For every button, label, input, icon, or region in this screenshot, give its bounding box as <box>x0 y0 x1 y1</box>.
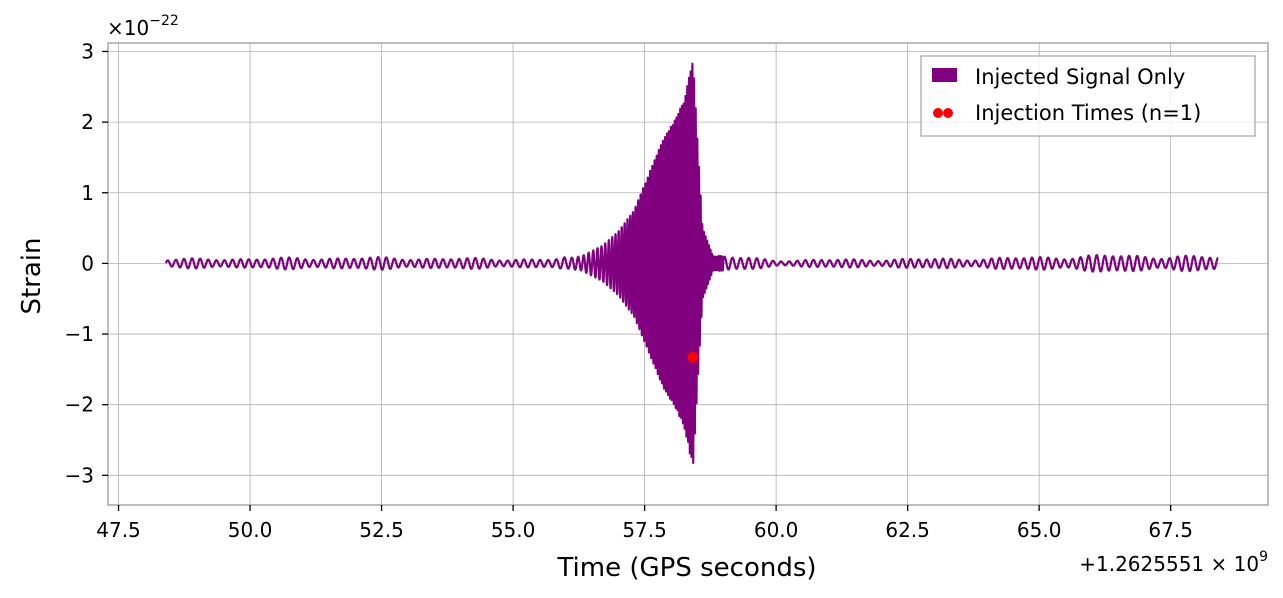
injection-time-point <box>687 351 699 363</box>
y-axis-ticks: 3 2 1 0 −1 −2 −3 <box>65 39 108 487</box>
x-tick-label: 50.0 <box>228 518 273 542</box>
legend-label-injected-signal: Injected Signal Only <box>975 65 1185 89</box>
y-tick-label: −3 <box>65 463 94 487</box>
legend-box <box>920 55 1256 137</box>
x-axis-title: Time (GPS seconds) <box>556 553 816 583</box>
y-tick-label: 3 <box>81 39 94 63</box>
legend-marker-injection-times-1 <box>933 108 943 118</box>
x-tick-label: 67.5 <box>1148 518 1193 542</box>
legend-label-injection-times: Injection Times (n=1) <box>975 101 1201 125</box>
legend: Injected Signal Only Injection Times (n=… <box>920 55 1256 137</box>
x-tick-label: 52.5 <box>359 518 404 542</box>
y-tick-label: −2 <box>65 393 94 417</box>
x-offset-label: +1.2625551 × 109 <box>1079 549 1268 576</box>
x-tick-label: 62.5 <box>885 518 930 542</box>
y-tick-label: −1 <box>65 322 94 346</box>
x-tick-label: 57.5 <box>622 518 667 542</box>
y-tick-label: 0 <box>81 251 94 275</box>
legend-swatch-injected-signal <box>932 68 957 82</box>
x-tick-label: 55.0 <box>491 518 536 542</box>
plot-frame <box>107 42 1269 506</box>
signal-line <box>164 62 1220 464</box>
series-injection-times <box>687 351 699 363</box>
y-tick-label: 1 <box>81 181 94 205</box>
y-tick-label: 2 <box>81 110 94 134</box>
y-axis-title: Strain <box>17 237 47 314</box>
series-injected-signal <box>164 62 1220 464</box>
x-tick-label: 65.0 <box>1017 518 1062 542</box>
y-scale-multiplier: ×10−22 <box>107 13 179 40</box>
x-tick-label: 47.5 <box>96 518 141 542</box>
legend-marker-injection-times-2 <box>943 108 953 118</box>
x-axis-ticks: 47.5 50.0 52.5 55.0 57.5 60.0 62.5 65.0 67.5 <box>96 505 1193 542</box>
x-tick-label: 60.0 <box>754 518 799 542</box>
